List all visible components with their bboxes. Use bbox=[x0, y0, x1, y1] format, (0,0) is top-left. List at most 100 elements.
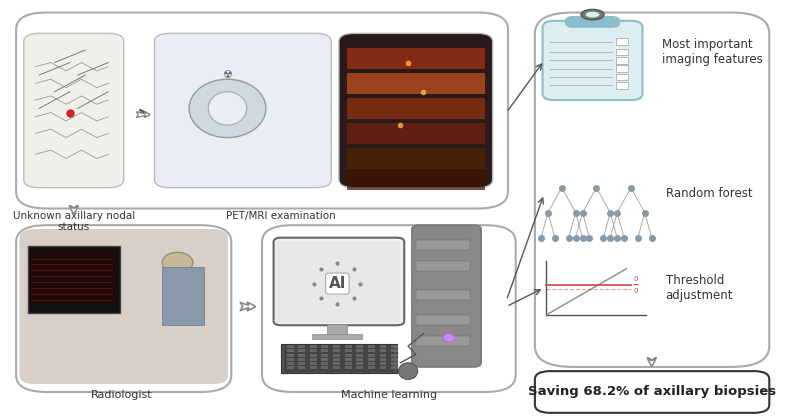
Bar bbox=[298, 366, 305, 369]
FancyBboxPatch shape bbox=[16, 13, 508, 208]
Bar bbox=[379, 354, 386, 357]
Bar bbox=[416, 261, 470, 271]
FancyBboxPatch shape bbox=[535, 371, 770, 413]
Bar bbox=[615, 82, 628, 89]
Bar bbox=[310, 362, 317, 365]
Bar bbox=[286, 349, 294, 352]
Bar bbox=[356, 345, 363, 348]
Bar bbox=[276, 241, 400, 323]
Bar bbox=[368, 366, 375, 369]
Bar bbox=[333, 362, 340, 365]
Bar bbox=[310, 345, 317, 348]
Bar bbox=[322, 366, 329, 369]
Bar bbox=[30, 250, 118, 304]
Bar bbox=[298, 354, 305, 357]
Bar bbox=[327, 324, 346, 336]
Bar bbox=[379, 349, 386, 352]
Bar bbox=[345, 345, 352, 348]
Bar bbox=[346, 48, 485, 69]
Text: PET/MRI examination: PET/MRI examination bbox=[226, 211, 336, 221]
Bar bbox=[368, 358, 375, 361]
Bar bbox=[379, 366, 386, 369]
Bar bbox=[356, 349, 363, 352]
Text: AI: AI bbox=[329, 276, 346, 291]
Bar bbox=[391, 366, 398, 369]
Text: 0: 0 bbox=[634, 288, 638, 294]
Bar bbox=[286, 354, 294, 357]
Bar bbox=[345, 354, 352, 357]
Bar bbox=[368, 345, 375, 348]
Text: Random forest: Random forest bbox=[666, 187, 752, 201]
Bar bbox=[298, 345, 305, 348]
Ellipse shape bbox=[586, 12, 599, 18]
Bar bbox=[322, 349, 329, 352]
FancyBboxPatch shape bbox=[24, 33, 124, 188]
Bar bbox=[346, 73, 485, 94]
Bar bbox=[286, 362, 294, 365]
Bar bbox=[345, 362, 352, 365]
Ellipse shape bbox=[162, 252, 193, 273]
Text: Most important
imaging features: Most important imaging features bbox=[662, 38, 762, 66]
FancyBboxPatch shape bbox=[412, 225, 481, 367]
Text: Unknown axillary nodal
status: Unknown axillary nodal status bbox=[13, 211, 135, 232]
Bar bbox=[368, 362, 375, 365]
Bar bbox=[345, 358, 352, 361]
Bar bbox=[615, 38, 628, 45]
Bar bbox=[310, 366, 317, 369]
FancyBboxPatch shape bbox=[339, 33, 493, 188]
Bar bbox=[282, 344, 397, 373]
Bar bbox=[346, 169, 485, 190]
Bar bbox=[615, 57, 628, 64]
Bar bbox=[312, 334, 362, 339]
Bar bbox=[322, 362, 329, 365]
Bar bbox=[286, 358, 294, 361]
Bar bbox=[286, 366, 294, 369]
Text: Machine learning: Machine learning bbox=[341, 390, 437, 400]
FancyBboxPatch shape bbox=[154, 33, 331, 188]
Bar bbox=[391, 349, 398, 352]
Bar bbox=[356, 358, 363, 361]
Bar bbox=[615, 74, 628, 80]
Bar bbox=[286, 345, 294, 348]
Text: ━: ━ bbox=[634, 282, 638, 288]
Bar bbox=[368, 349, 375, 352]
Bar bbox=[162, 267, 205, 325]
Bar bbox=[379, 345, 386, 348]
Bar bbox=[346, 123, 485, 144]
Bar bbox=[391, 345, 398, 348]
Bar bbox=[298, 362, 305, 365]
Ellipse shape bbox=[208, 92, 246, 125]
Bar bbox=[322, 354, 329, 357]
Bar bbox=[416, 336, 470, 346]
Bar bbox=[416, 290, 470, 300]
FancyBboxPatch shape bbox=[274, 238, 404, 325]
Bar bbox=[615, 65, 628, 72]
Text: Saving 68.2% of axillary biopsies: Saving 68.2% of axillary biopsies bbox=[528, 385, 776, 399]
Bar bbox=[345, 366, 352, 369]
Ellipse shape bbox=[189, 79, 266, 138]
Ellipse shape bbox=[443, 334, 454, 342]
Bar bbox=[310, 349, 317, 352]
Bar bbox=[346, 98, 485, 119]
Bar bbox=[345, 349, 352, 352]
FancyBboxPatch shape bbox=[16, 225, 231, 392]
Bar bbox=[333, 366, 340, 369]
Bar bbox=[310, 354, 317, 357]
Bar bbox=[333, 354, 340, 357]
Bar bbox=[391, 354, 398, 357]
FancyBboxPatch shape bbox=[542, 21, 642, 100]
Text: Radiologist: Radiologist bbox=[91, 390, 153, 400]
Bar bbox=[391, 362, 398, 365]
Bar bbox=[391, 358, 398, 361]
FancyBboxPatch shape bbox=[566, 17, 619, 27]
Bar bbox=[356, 354, 363, 357]
Bar bbox=[333, 349, 340, 352]
Bar bbox=[322, 345, 329, 348]
FancyBboxPatch shape bbox=[535, 13, 770, 367]
Bar bbox=[322, 358, 329, 361]
Bar bbox=[310, 358, 317, 361]
Bar bbox=[356, 366, 363, 369]
Bar bbox=[333, 358, 340, 361]
Bar bbox=[333, 345, 340, 348]
Bar bbox=[283, 345, 394, 372]
